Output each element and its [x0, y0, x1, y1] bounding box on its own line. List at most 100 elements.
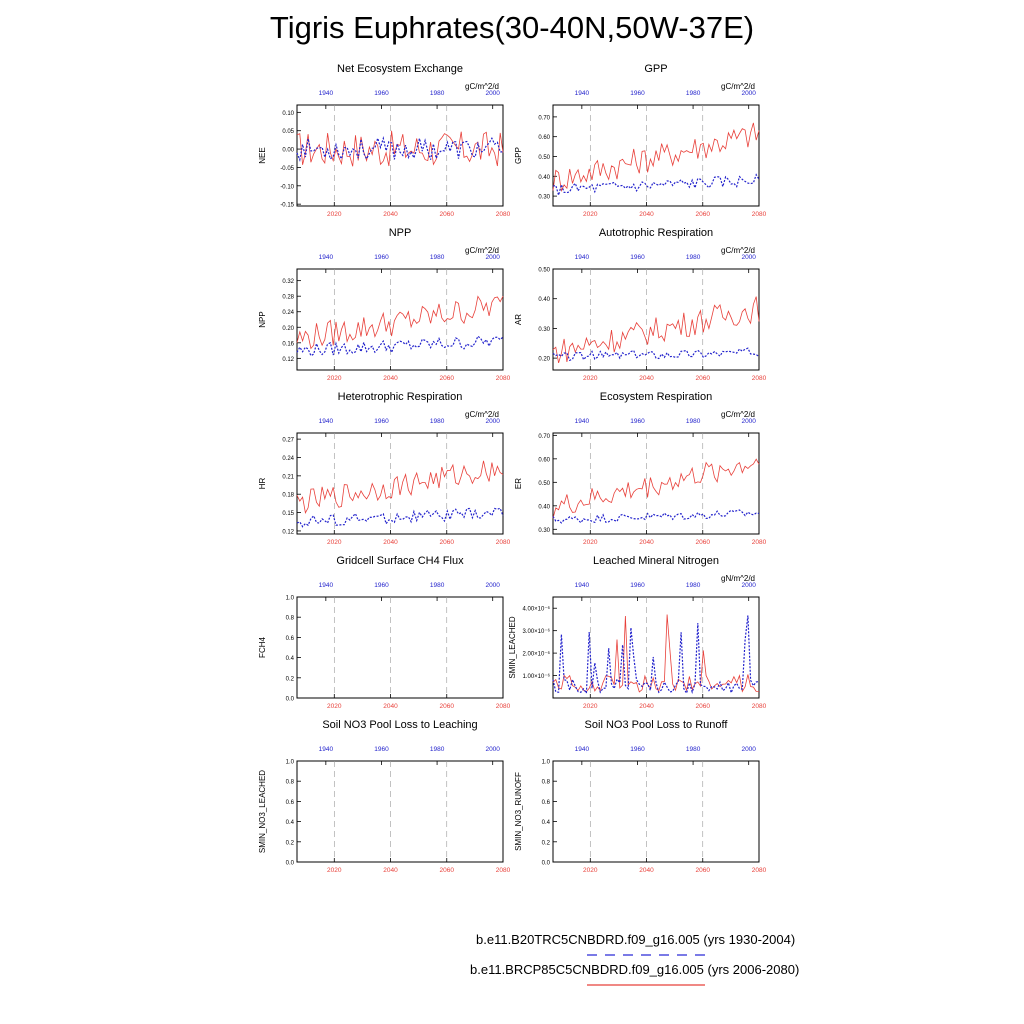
x-tick-label-bottom: 2080 — [752, 375, 767, 382]
x-tick-label-top: 1960 — [630, 90, 645, 97]
y-tick-label: 0.24 — [282, 456, 294, 462]
y-tick-label: 0.30 — [538, 195, 550, 201]
x-tick-label-top: 1960 — [374, 582, 389, 589]
x-tick-label-top: 1940 — [319, 746, 334, 753]
series-historical-line — [552, 509, 760, 524]
x-tick-label-top: 2000 — [741, 254, 756, 261]
x-tick-label-bottom: 2020 — [327, 867, 342, 874]
x-tick-label-bottom: 2020 — [327, 375, 342, 382]
x-tick-label-bottom: 2080 — [496, 539, 511, 546]
x-tick-label-top: 1980 — [686, 254, 701, 261]
y-tick-label: 0.8 — [542, 780, 551, 786]
x-tick-label-top: 1960 — [374, 90, 389, 97]
x-tick-label-top: 1940 — [575, 582, 590, 589]
x-tick-label-top: 1980 — [430, 746, 445, 753]
x-tick-label-top: 2000 — [485, 90, 500, 97]
y-tick-label: 0.4 — [286, 656, 295, 662]
x-tick-label-top: 1980 — [430, 90, 445, 97]
x-tick-label-top: 1980 — [430, 254, 445, 261]
x-tick-label-bottom: 2020 — [327, 539, 342, 546]
x-tick-label-top: 1960 — [374, 418, 389, 425]
x-tick-label-bottom: 2060 — [696, 867, 711, 874]
y-tick-label: 0.60 — [538, 135, 550, 141]
x-tick-label-top: 1980 — [686, 418, 701, 425]
x-tick-label-top: 2000 — [485, 254, 500, 261]
x-tick-label-bottom: 2020 — [583, 375, 598, 382]
y-tick-label: 1.00×10⁻⁶ — [523, 673, 551, 680]
units-label: gC/m^2/d — [721, 246, 755, 255]
y-tick-label: 0.8 — [286, 780, 295, 786]
plot-frame — [296, 596, 504, 699]
x-tick-label-bottom: 2020 — [327, 703, 342, 710]
y-tick-label: 0.21 — [282, 474, 294, 480]
x-tick-label-top: 2000 — [485, 582, 500, 589]
x-tick-label-top: 1960 — [630, 582, 645, 589]
x-tick-label-top: 1980 — [430, 418, 445, 425]
plot-frame — [296, 760, 504, 863]
chart-er: Ecosystem Respiration gC/m^2/d 2020 2040 206… — [514, 391, 767, 546]
chart-fch4: Gridcell Surface CH4 Flux 2020 2040 2060 208… — [258, 555, 511, 710]
chart-title: Heterotrophic Respiration — [338, 391, 463, 403]
plot-frame — [552, 104, 760, 207]
chart-no3leach: Soil NO3 Pool Loss to Leaching 2020 2040 20… — [258, 719, 511, 874]
x-tick-label-top: 1940 — [575, 746, 590, 753]
y-tick-label: 0.0 — [286, 697, 295, 703]
x-tick-label-top: 1940 — [319, 90, 334, 97]
series-historical-line — [552, 615, 760, 696]
x-tick-label-bottom: 2080 — [496, 375, 511, 382]
plot-frame — [296, 104, 504, 207]
x-tick-label-bottom: 2060 — [440, 867, 455, 874]
y-tick-label: -0.15 — [280, 203, 294, 209]
x-tick-label-bottom: 2040 — [383, 211, 398, 218]
y-tick-label: 0.10 — [282, 111, 294, 117]
units-label: gC/m^2/d — [465, 246, 499, 255]
chart-title: Ecosystem Respiration — [600, 391, 713, 403]
legend-historical-label: b.e11.B20TRC5CNBDRD.f09_g16.005 (yrs 193… — [476, 932, 796, 947]
y-tick-label: 0.16 — [282, 341, 294, 347]
y-tick-label: 0.50 — [538, 481, 550, 487]
series-rcp85-line — [296, 295, 504, 350]
series-rcp85-line — [552, 458, 760, 519]
x-tick-label-top: 2000 — [741, 418, 756, 425]
x-tick-label-bottom: 2040 — [639, 375, 654, 382]
chart-title: Soil NO3 Pool Loss to Leaching — [322, 719, 477, 731]
x-tick-label-top: 1980 — [430, 582, 445, 589]
x-tick-label-bottom: 2060 — [440, 211, 455, 218]
x-tick-label-top: 1960 — [374, 746, 389, 753]
x-tick-label-bottom: 2080 — [752, 867, 767, 874]
x-tick-label-top: 1940 — [319, 418, 334, 425]
y-tick-label: 0.15 — [282, 511, 294, 517]
series-rcp85-line — [552, 122, 760, 192]
y-tick-label: 0.0 — [542, 861, 551, 867]
x-tick-label-top: 1940 — [575, 254, 590, 261]
units-label: gC/m^2/d — [721, 410, 755, 419]
y-tick-label: 0.24 — [282, 310, 294, 316]
y-tick-label: 0.40 — [538, 297, 550, 303]
units-label: gC/m^2/d — [465, 410, 499, 419]
y-tick-label: 0.18 — [282, 493, 294, 499]
series-rcp85-line — [296, 460, 504, 514]
series-historical-line — [552, 347, 760, 362]
x-tick-label-top: 1980 — [686, 582, 701, 589]
y-tick-label: 0.28 — [282, 295, 294, 301]
y-axis-label: SMIN_LEACHED — [508, 616, 517, 678]
y-tick-label: 0.2 — [542, 840, 551, 846]
chart-npp: NPP gC/m^2/d 2020 2040 2060 2080 1940 1960 1980 2… — [258, 227, 511, 382]
y-tick-label: 0.50 — [538, 155, 550, 161]
x-tick-label-top: 2000 — [741, 746, 756, 753]
y-tick-label: 0.00 — [282, 148, 294, 154]
x-tick-label-bottom: 2060 — [696, 703, 711, 710]
legend-rcp85-label: b.e11.BRCP85C5CNBDRD.f09_g16.005 (yrs 20… — [470, 962, 800, 977]
y-tick-label: 0.70 — [538, 115, 550, 121]
x-tick-label-bottom: 2060 — [440, 375, 455, 382]
y-tick-label: 1.0 — [286, 596, 295, 602]
x-tick-label-bottom: 2040 — [639, 539, 654, 546]
y-tick-label: 0.30 — [538, 528, 550, 534]
y-axis-label: NEE — [258, 147, 267, 163]
y-tick-label: 0.4 — [286, 820, 295, 826]
plot-frame — [552, 760, 760, 863]
x-tick-label-bottom: 2080 — [496, 211, 511, 218]
chart-title: Soil NO3 Pool Loss to Runoff — [585, 719, 729, 731]
